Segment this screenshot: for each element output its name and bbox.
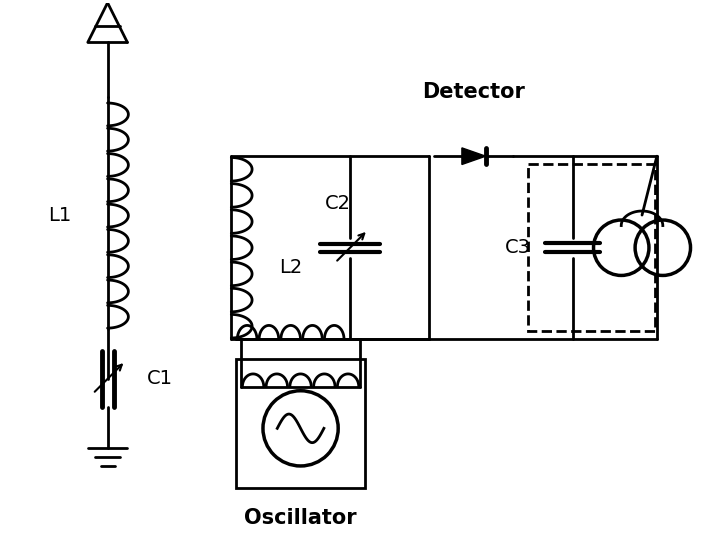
- Text: Detector: Detector: [422, 82, 525, 102]
- Text: L2: L2: [279, 258, 302, 277]
- Text: C2: C2: [325, 194, 351, 213]
- Text: C1: C1: [147, 369, 173, 388]
- Text: L1: L1: [48, 206, 72, 225]
- Bar: [236, 359, 365, 488]
- Text: Oscillator: Oscillator: [244, 508, 357, 528]
- Bar: [528, 164, 655, 332]
- Polygon shape: [462, 148, 486, 165]
- Text: C3: C3: [506, 238, 531, 257]
